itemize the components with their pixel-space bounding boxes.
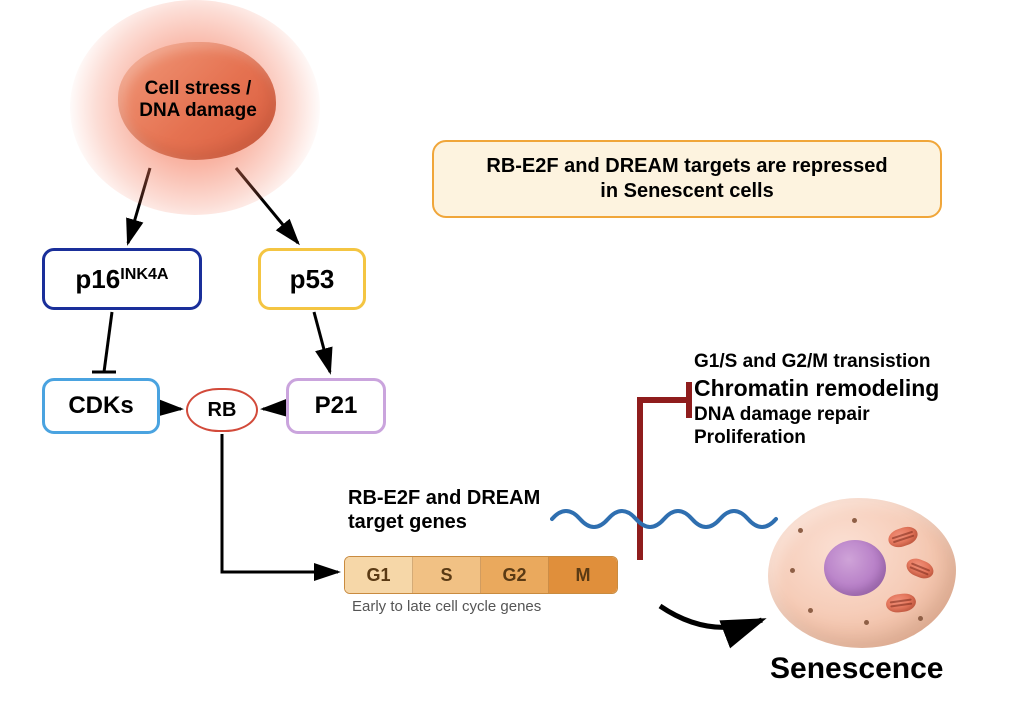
speck-icon	[918, 616, 923, 621]
speck-icon	[852, 518, 857, 523]
speck-icon	[808, 608, 813, 613]
cycle-seg-g2: G2	[481, 557, 549, 593]
arrow-cdks-rb	[162, 408, 181, 409]
target-genes-label: RB-E2F and DREAM target genes	[348, 486, 540, 534]
node-p53: p53	[258, 248, 366, 310]
mito-icon	[904, 555, 936, 581]
stress-label-line1: Cell stress /	[145, 78, 252, 99]
process-item-3: DNA damage repair	[694, 403, 939, 427]
nucleus-icon	[824, 540, 886, 596]
process-item-1: G1/S and G2/M transistion	[694, 350, 939, 374]
arrow-p21-rb	[263, 408, 284, 409]
node-rb: RB	[186, 388, 258, 432]
diagram-stage: Cell stress / DNA damage RB-E2F and DREA…	[0, 0, 1020, 721]
node-p16-main: p16	[75, 264, 120, 294]
speck-icon	[790, 568, 795, 573]
inhibit-p16-cdks	[104, 312, 112, 372]
stress-label-line2: DNA damage	[139, 100, 257, 121]
process-item-2: Chromatin remodeling	[694, 374, 939, 403]
node-p16-sup: INK4A	[120, 265, 168, 283]
dna-icon	[550, 505, 780, 531]
stress-label: Cell stress / DNA damage	[128, 78, 268, 122]
cycle-seg-s: S	[413, 557, 481, 593]
cycle-seg-g1: G1	[345, 557, 413, 593]
mito-icon	[885, 592, 917, 614]
target-genes-line1: RB-E2F and DREAM	[348, 487, 540, 509]
arrow-rb-cycle	[222, 434, 338, 572]
key-box-line1: RB-E2F and DREAM targets are repressed	[486, 155, 887, 177]
speck-icon	[798, 528, 803, 533]
key-box: RB-E2F and DREAM targets are repressed i…	[432, 140, 942, 218]
node-p16-label: p16INK4A	[75, 264, 168, 295]
mito-icon	[886, 524, 920, 550]
node-rb-label: RB	[208, 399, 237, 422]
node-p16: p16INK4A	[42, 248, 202, 310]
node-p53-label: p53	[290, 264, 335, 295]
node-p21: P21	[286, 378, 386, 434]
cycle-seg-m: M	[549, 557, 617, 593]
target-genes-line2: target genes	[348, 511, 467, 533]
process-list: G1/S and G2/M transistion Chromatin remo…	[694, 350, 939, 450]
senescence-label: Senescence	[770, 652, 943, 686]
node-cdks: CDKs	[42, 378, 160, 434]
arrow-to-senescence	[660, 606, 762, 627]
key-box-line2: in Senescent cells	[600, 180, 773, 202]
senescent-cell-icon	[768, 498, 956, 648]
arrow-p53-p21	[314, 312, 330, 372]
speck-icon	[864, 620, 869, 625]
cycle-caption: Early to late cell cycle genes	[352, 598, 541, 615]
inhibit-repression	[640, 400, 689, 560]
process-item-4: Proliferation	[694, 426, 939, 450]
node-p21-label: P21	[315, 392, 358, 420]
cell-cycle-bar: G1 S G2 M	[344, 556, 618, 594]
node-cdks-label: CDKs	[68, 392, 133, 420]
